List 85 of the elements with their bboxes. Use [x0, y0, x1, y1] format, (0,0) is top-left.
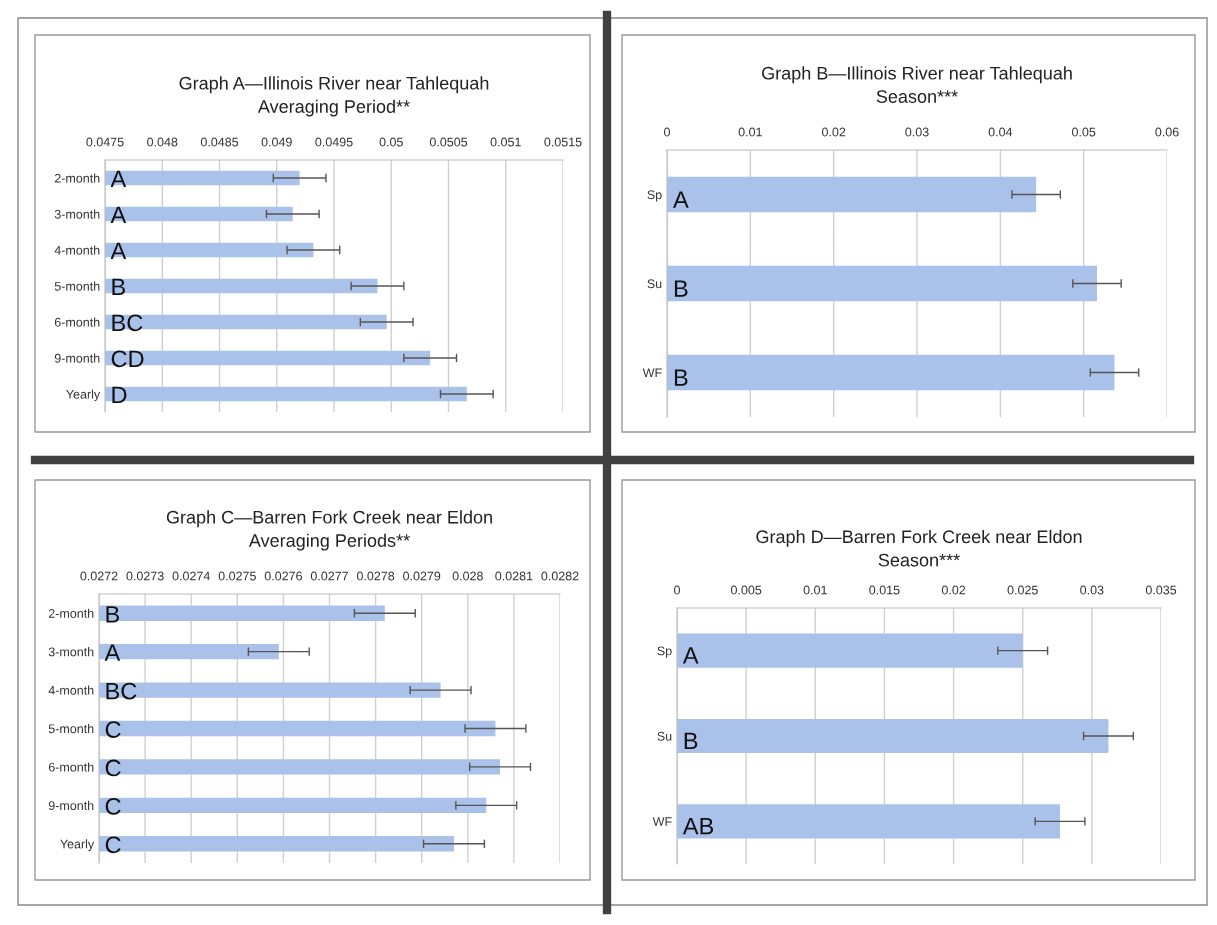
y-tick-label: 3-month [48, 647, 94, 657]
data-label: C [105, 836, 121, 854]
data-label: B [674, 369, 688, 386]
y-tick-label: 4-month [54, 245, 100, 255]
data-label: C [105, 721, 121, 738]
y-tick-label: Sp [657, 646, 672, 658]
x-tick-label: 0 [664, 127, 670, 137]
data-label: B [112, 278, 125, 295]
x-tick-label: 0.01 [803, 585, 827, 595]
x-tick-label: 0.0475 [86, 137, 124, 147]
chart-title: Graph B—Illinois River near Tahlequah Season*** [762, 66, 1072, 103]
data-label: C [105, 759, 121, 777]
chart-title: Graph A—Illinois River near Tahlequah Averaging Period** [179, 76, 489, 117]
x-tick-label: 0.035 [1145, 585, 1177, 595]
x-tick-label: 0.015 [869, 585, 900, 595]
y-tick-label: Yearly [60, 839, 95, 851]
data-label: B [106, 606, 120, 623]
x-tick-label: 0.05 [1071, 127, 1096, 137]
x-tick-label: 0.0282 [541, 571, 579, 581]
x-tick-label: 0.02 [821, 127, 846, 137]
x-tick-label: 0.028 [452, 571, 483, 581]
y-tick-label: 9-month [48, 800, 94, 811]
data-label: A [110, 170, 127, 187]
bar [667, 354, 1115, 391]
data-label: BC [106, 682, 137, 700]
x-tick-label: 0.049 [261, 137, 292, 147]
x-tick-label: 0.0277 [310, 571, 348, 581]
x-tick-label: 0.0515 [544, 137, 582, 147]
x-tick-label: 0.03 [905, 127, 929, 137]
bar [667, 176, 1037, 213]
x-tick-label: 0.0279 [403, 571, 441, 581]
data-label: BC [112, 314, 143, 332]
y-tick-label: Su [657, 731, 672, 741]
bar [677, 804, 1061, 839]
y-tick-label: 4-month [48, 685, 94, 695]
x-tick-label: 0.0495 [315, 137, 353, 147]
x-tick-label: 0.0276 [264, 571, 302, 581]
bar [677, 718, 1109, 754]
y-tick-label: 3-month [54, 209, 100, 219]
y-tick-label: WF [642, 368, 662, 378]
x-tick-label: 0.01 [738, 127, 762, 137]
y-tick-label: 5-month [54, 281, 100, 291]
x-tick-label: 0.03 [1080, 585, 1104, 595]
bar [677, 633, 1023, 668]
y-tick-label: Yearly [66, 389, 101, 402]
data-label: A [110, 206, 127, 223]
data-label: A [104, 644, 121, 661]
x-tick-label: 0.0274 [172, 571, 210, 581]
data-label: CD [111, 350, 144, 368]
x-tick-label: 0.005 [730, 585, 762, 595]
y-tick-label: 6-month [48, 762, 94, 772]
x-tick-label: 0.025 [1007, 585, 1038, 595]
x-tick-label: 0.02 [941, 585, 966, 595]
x-tick-label: 0.0272 [80, 571, 118, 581]
x-tick-label: 0.0505 [429, 137, 468, 147]
data-label: A [673, 191, 689, 208]
chart-title: Graph C—Barren Fork Creek near Eldon Averaging Periods** [166, 510, 492, 551]
y-tick-label: Sp [647, 190, 662, 202]
x-tick-label: 0.051 [490, 137, 521, 147]
y-tick-label: 9-month [54, 353, 100, 363]
x-tick-label: 0.04 [988, 127, 1013, 137]
x-tick-label: 0.0485 [200, 137, 239, 147]
data-label: B [674, 280, 688, 297]
data-label: B [684, 732, 698, 749]
data-label: D [112, 386, 127, 403]
x-tick-label: 0.048 [147, 137, 178, 147]
x-tick-label: 0.06 [1155, 127, 1179, 137]
x-tick-label: 0 [674, 585, 680, 595]
x-tick-label: 0.0281 [495, 571, 533, 581]
x-tick-label: 0.0278 [356, 571, 395, 581]
x-tick-label: 0.0275 [218, 571, 256, 581]
data-label: AB [682, 818, 714, 835]
y-tick-label: 2-month [48, 608, 94, 618]
y-tick-label: WF [652, 817, 672, 826]
bar [667, 265, 1097, 302]
y-tick-label: 2-month [54, 173, 100, 183]
x-tick-label: 0.0273 [126, 571, 164, 581]
y-tick-label: 6-month [54, 317, 100, 327]
data-label: A [682, 647, 699, 664]
y-tick-label: Su [647, 279, 662, 289]
data-label: A [110, 242, 127, 259]
x-tick-label: 0.05 [379, 137, 403, 147]
y-tick-label: 5-month [48, 723, 94, 734]
data-label: C [105, 798, 121, 815]
chart-title: Graph D—Barren Fork Creek near Eldon Season*** [756, 529, 1082, 567]
